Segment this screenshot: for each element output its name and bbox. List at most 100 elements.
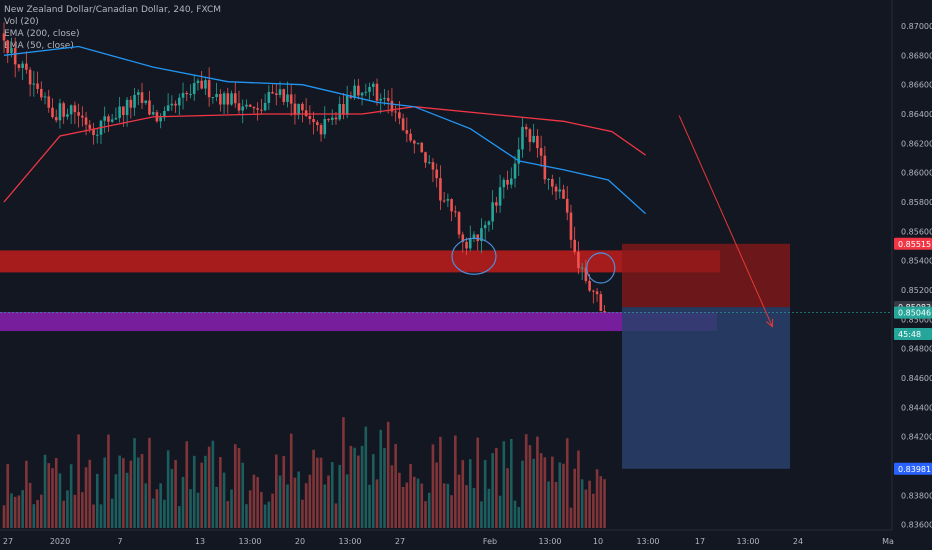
volume-bar	[13, 496, 17, 528]
candle-body	[6, 40, 10, 53]
x-tick-label: 27	[3, 537, 13, 546]
candle-body	[360, 92, 364, 96]
x-tick-label: Feb	[483, 537, 497, 546]
volume-bar	[588, 480, 591, 528]
candle-body	[62, 103, 65, 117]
volume-bar	[416, 478, 420, 528]
volume-bar	[603, 479, 606, 528]
candle-body	[58, 103, 62, 121]
candle-body	[43, 96, 47, 98]
candle-body	[245, 104, 248, 107]
stop-loss-zone	[622, 243, 790, 308]
candle-body	[379, 98, 383, 101]
volume-bar	[424, 501, 427, 528]
volume-bar	[245, 504, 248, 528]
candle-body	[148, 100, 151, 115]
y-tick-label: 0.84400	[901, 403, 932, 412]
volume-bar	[166, 450, 170, 528]
candle-body	[125, 99, 129, 116]
x-tick-label: 13:00	[636, 537, 659, 546]
volume-bar	[353, 447, 356, 528]
volume-bar	[450, 495, 453, 528]
volume-bar	[248, 490, 252, 528]
candle-body	[316, 122, 319, 126]
volume-bar	[323, 484, 327, 528]
candle-body	[178, 97, 181, 106]
candle-body	[588, 280, 591, 291]
candle-body	[472, 234, 476, 239]
volume-bar	[88, 459, 92, 528]
y-tick-label: 0.84600	[901, 374, 932, 383]
volume-bar	[110, 498, 114, 528]
volume-bar	[92, 504, 95, 528]
candle-body	[286, 94, 289, 102]
volume-bar	[107, 434, 110, 528]
x-tick-label: 13:00	[338, 537, 361, 546]
candle-body	[342, 103, 345, 115]
candle-body	[405, 130, 409, 134]
volume-bar	[502, 441, 506, 528]
legend-ema50: EMA (50, close)	[4, 41, 74, 51]
candle-body	[289, 94, 293, 104]
y-tick-label: 0.86200	[901, 139, 932, 148]
volume-bar	[513, 500, 517, 528]
volume-bar	[539, 453, 543, 528]
candle-body	[536, 135, 539, 149]
volume-bar	[334, 503, 338, 528]
volume-bar	[241, 462, 245, 528]
volume-bar	[219, 456, 222, 528]
candle-body	[308, 116, 312, 120]
candle-body	[73, 105, 77, 113]
volume-bar	[36, 500, 39, 528]
candle-body	[185, 92, 189, 95]
candle-body	[248, 104, 252, 107]
candle-body	[233, 93, 237, 104]
volume-bar	[472, 487, 476, 528]
volume-bar	[413, 476, 416, 528]
volume-bar	[308, 474, 312, 528]
candle-body	[502, 179, 506, 188]
volume-bar	[345, 474, 349, 528]
candle-body	[271, 92, 274, 94]
candle-body	[539, 148, 543, 156]
volume-bar	[32, 504, 36, 528]
candle-body	[383, 98, 386, 100]
volume-bar	[267, 501, 271, 528]
candle-body	[17, 64, 21, 68]
volume-bar	[129, 460, 133, 528]
volume-bar	[133, 438, 136, 528]
candle-body	[603, 311, 606, 313]
volume-bar	[357, 455, 360, 528]
annotations-layer	[451, 115, 774, 328]
volume-bar	[297, 471, 300, 528]
volume-bar	[431, 444, 435, 528]
candle-body	[312, 119, 315, 123]
volume-bar	[10, 493, 13, 528]
x-tick-label: 27	[395, 537, 405, 546]
y-tick-label: 0.84200	[901, 433, 932, 442]
volume-bar	[207, 446, 211, 528]
candle-body	[25, 63, 28, 70]
volume-bar	[51, 468, 54, 528]
candle-body	[592, 290, 595, 292]
volume-bar	[95, 473, 99, 528]
volume-bar	[495, 447, 498, 528]
x-tick-label: 7	[117, 537, 122, 546]
candle-body	[599, 294, 603, 312]
candle-body	[151, 112, 155, 115]
candle-body	[413, 140, 416, 144]
volume-bar	[599, 476, 603, 528]
volume-bar	[58, 473, 62, 528]
volume-bar	[256, 477, 259, 528]
candle-body	[319, 125, 323, 135]
volume-bar	[222, 472, 226, 528]
volume-bar	[189, 489, 192, 528]
volume-bar	[457, 474, 461, 528]
candle-body	[323, 119, 327, 135]
x-tick-label: 24	[793, 537, 803, 546]
volume-bar	[159, 483, 162, 528]
candle-body	[170, 103, 174, 106]
volume-bar	[237, 448, 241, 528]
